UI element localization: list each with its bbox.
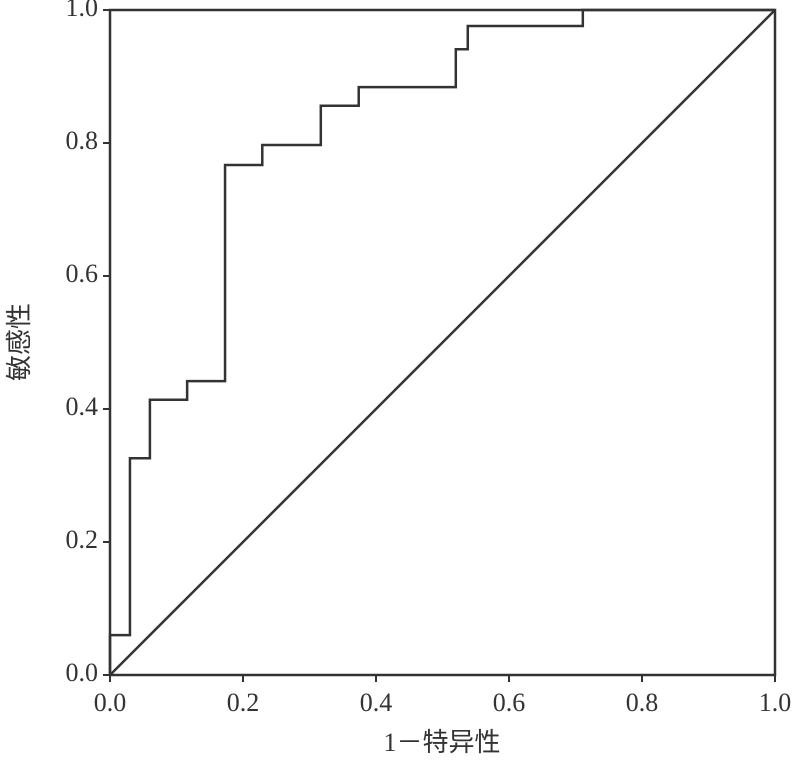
y-axis-label: 敏感性 [5, 303, 34, 381]
curve [108, 8, 775, 675]
y-tick-label: 0.4 [66, 392, 99, 421]
y-tick-label: 0.6 [66, 259, 99, 288]
x-tick-label: 1.0 [759, 688, 792, 717]
x-tick-label: 0.0 [94, 688, 127, 717]
y-tick-label: 0.8 [66, 126, 99, 155]
x-tick-label: 0.2 [227, 688, 260, 717]
x-tick-label: 0.6 [493, 688, 526, 717]
x-tick-label: 0.4 [360, 688, 393, 717]
y-tick-label: 0.2 [66, 525, 99, 554]
x-axis-label: 1－特异性 [383, 728, 500, 757]
plot-frame [108, 8, 777, 677]
y-tick-label: 0.0 [66, 658, 99, 687]
x-tick-label: 0.8 [626, 688, 659, 717]
y-tick-label: 1.0 [66, 0, 99, 22]
curve [109, 9, 776, 676]
